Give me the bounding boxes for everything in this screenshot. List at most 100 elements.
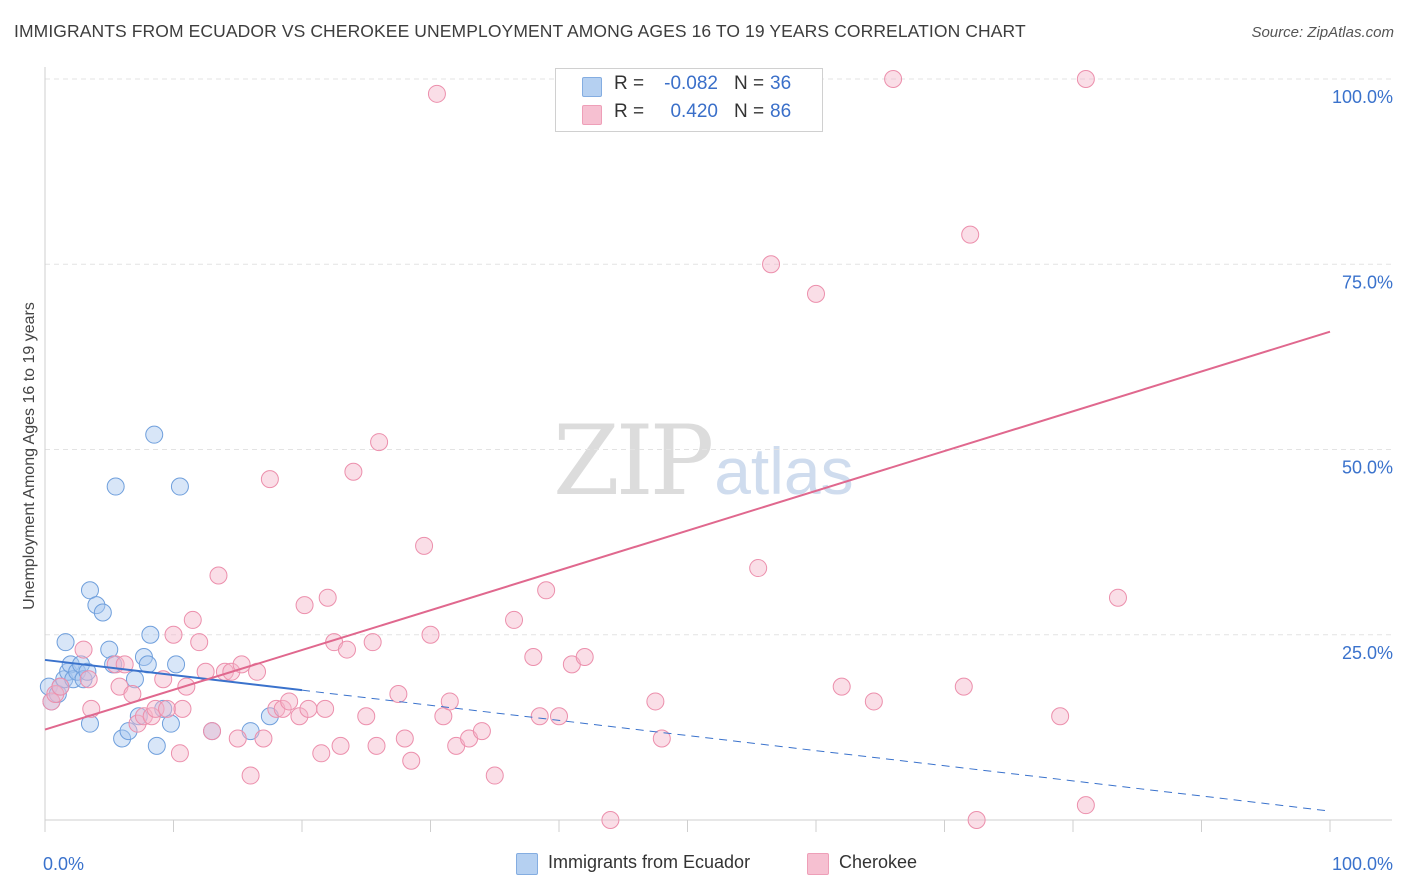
ecuador-point [170,477,189,496]
legend-swatch-ecuador [516,853,538,875]
cherokee-point [280,692,299,711]
watermark: ZIPatlas [553,405,854,517]
ecuador-trend-line [44,658,303,692]
cherokee-point [363,633,382,652]
cherokee-point [961,225,980,244]
cherokee-point [295,596,314,615]
ecuador-point [113,729,132,748]
ecuador-point [161,714,180,733]
cherokee-point [524,647,543,666]
stats-r-label: R = [614,101,645,122]
ecuador-point [147,736,166,755]
cherokee-point [389,685,408,704]
legend-label-cherokee: Cherokee [839,852,918,872]
cherokee-point [74,640,93,659]
ecuador-point [106,477,125,496]
cherokee-point [51,677,70,696]
cherokee-point [1076,796,1095,815]
ecuador-point [125,670,144,689]
cherokee-point [232,655,251,674]
cherokee-point [367,736,386,755]
cherokee-point [575,647,594,666]
x-tick-label: 100.0% [1332,854,1393,874]
cherokee-point [505,610,524,629]
cherokee-point [472,722,491,741]
cherokee-point [832,677,851,696]
ecuador-point [100,640,119,659]
ecuador-trend-line-extension [301,689,1331,812]
cherokee-point [402,751,421,770]
cherokee-point [415,536,434,555]
cherokee-point [440,692,459,711]
cherokee-point [299,699,318,718]
ecuador-point [141,625,160,644]
y-tick-label: 75.0% [1342,272,1393,292]
cherokee-point [954,677,973,696]
chart-title: IMMIGRANTS FROM ECUADOR VS CHEROKEE UNEM… [14,21,1026,41]
ecuador-point [154,699,173,718]
y-axis-label: Unemployment Among Ages 16 to 19 years [21,302,38,610]
cherokee-point [357,707,376,726]
cherokee-point [209,566,228,585]
stats-n-label: N = [734,101,765,122]
cherokee-point [170,744,189,763]
cherokee-point [128,714,147,733]
cherokee-point [331,736,350,755]
cherokee-point [762,255,781,274]
x-tick-label: 0.0% [43,854,84,874]
stats-n-label: N = [734,73,765,94]
ecuador-point [119,722,138,741]
cherokee-point [164,625,183,644]
ecuador-point [78,662,97,681]
stats-swatch-cherokee [582,105,602,125]
stats-r-value: 0.420 [670,101,718,122]
cherokee-point [427,84,446,103]
stats-box: R = -0.082 N = 36 R = 0.420 N = 86 [555,68,823,132]
cherokee-point [485,766,504,785]
trend-lines [44,330,1331,812]
cherokee-point [807,284,825,303]
cherokee-point [228,729,247,748]
cherokee-point [1051,707,1070,726]
cherokee-point [173,699,192,718]
stats-r-value: -0.082 [664,73,718,94]
cherokee-point [312,744,331,763]
cherokee-point [434,707,453,726]
grid-lines [45,78,1392,636]
cherokee-point [421,625,440,644]
cherokee-point [337,640,356,659]
legend-swatch-cherokee [807,853,829,875]
cherokee-point [158,699,177,718]
ecuador-point [145,425,164,444]
watermark-atlas: atlas [714,434,854,508]
cherokee-point [550,707,568,726]
stats-row-cherokee: R = 0.420 N = 86 [556,101,822,127]
tick-labels: 25.0% 50.0% 75.0% 100.0% 0.0% 100.0% [43,87,1393,874]
cherokee-point [530,707,549,726]
cherokee-point [646,692,665,711]
cherokee-point [537,581,556,600]
cherokee-point [203,722,222,741]
cherokee-point [1108,588,1127,607]
cherokee-point [134,707,153,726]
cherokee-point [749,559,768,578]
cherokee-point [1076,70,1095,88]
ecuador-point [56,633,75,652]
cherokee-point [190,633,209,652]
stats-r-label: R = [614,73,645,94]
ecuador-point [93,603,112,622]
stats-n-value: 36 [770,73,792,94]
source-credit: Source: ZipAtlas.com [1251,24,1394,41]
cherokee-point [260,470,279,489]
cherokee-point [183,610,202,629]
cherokee-point [601,811,620,829]
cherokee-point [273,699,292,718]
cherokee-point [241,766,260,785]
y-tick-label: 50.0% [1342,458,1393,478]
cherokee-point [395,729,414,748]
cherokee-point [967,811,986,829]
cherokee-point [370,433,389,452]
data-points [39,70,1127,829]
ecuador-point [80,581,99,600]
